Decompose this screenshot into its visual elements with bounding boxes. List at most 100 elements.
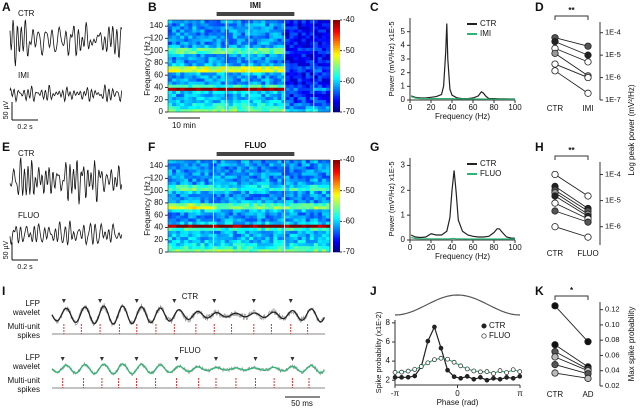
spectrogram-cell (204, 44, 209, 48)
spectrogram-cell (196, 175, 201, 179)
spectrogram-cell (285, 47, 290, 51)
spectrogram-cell (257, 206, 262, 210)
spectrogram-cell (224, 78, 230, 82)
pair-line (554, 70, 589, 94)
spectrogram-cell (176, 41, 181, 45)
spectrogram-cell (305, 38, 311, 42)
spectrogram-cell (172, 84, 177, 88)
spectrogram-cell (208, 29, 213, 33)
spectrogram-cell (172, 59, 177, 64)
spectrogram-cell (212, 26, 217, 30)
spectrogram-cell (172, 175, 177, 179)
spectrogram-cell (208, 190, 213, 195)
spectrogram-cell (249, 69, 254, 73)
spectrogram-cell (265, 23, 270, 27)
spectrogram-cell (317, 99, 323, 104)
spectrogram-cell (253, 227, 258, 231)
spectrogram-cell (184, 166, 189, 170)
spectrogram-cell (200, 87, 205, 91)
spectrogram-cell (216, 199, 221, 204)
spectrogram-cell (188, 209, 193, 213)
spectrogram-cell (196, 193, 201, 198)
spectrogram-cell (277, 163, 282, 167)
spectrogram-cell (176, 245, 181, 250)
scale-label: 50 µV (3, 240, 10, 259)
spectrogram-cell (176, 202, 181, 207)
spectrogram-cell (297, 184, 302, 188)
spectrogram-cell (317, 38, 323, 42)
spectrogram-cell (208, 102, 213, 107)
spectrogram-cell (281, 29, 286, 33)
spectrogram-cell (224, 166, 230, 170)
spectrogram-cell (200, 99, 205, 104)
spectrogram-cell (172, 230, 177, 234)
spectrogram-cell (305, 178, 311, 182)
spectrogram-cell (277, 53, 282, 58)
spectrogram-cell (249, 72, 254, 76)
spectrogram-cell (172, 212, 177, 216)
spectrogram-cell (285, 108, 290, 113)
pair-line (554, 37, 589, 47)
spectrogram-cell (249, 221, 254, 225)
spectrogram-cell (253, 29, 258, 33)
spectrogram-cell (313, 181, 319, 185)
x-axis-label: Frequency (Hz) (435, 112, 490, 121)
spectrogram-cell (224, 50, 230, 55)
spectrogram-cell (297, 166, 302, 170)
spectrogram-cell (289, 90, 294, 94)
spectrogram-cell (216, 66, 221, 70)
spectrogram-cell (220, 206, 225, 210)
spectrogram-cell (285, 99, 290, 104)
spectrogram-cell (196, 56, 201, 61)
spectrogram-cell (293, 190, 298, 195)
spectrogram-cell (249, 75, 254, 79)
spectrogram-cell (273, 187, 278, 191)
spectrogram-cell (208, 193, 213, 198)
colorbar-label: -60 (343, 76, 355, 85)
pair-dot (584, 338, 592, 346)
spectrogram-cell (236, 163, 242, 167)
spectrogram-cell (232, 105, 238, 110)
spectrogram-cell (184, 84, 189, 88)
spectrogram-cell (265, 166, 270, 170)
spectrogram-cell (305, 227, 311, 231)
spectrogram-cell (289, 227, 294, 231)
spectrogram-cell (305, 78, 311, 82)
spectrogram-cell (313, 44, 319, 48)
spectrogram-cell (321, 81, 327, 85)
spectrogram-cell (253, 53, 258, 58)
spectrogram-cell (249, 84, 254, 88)
spectrogram-cell (273, 199, 278, 204)
spectrogram-cell (273, 224, 278, 228)
spectrogram-cell (168, 38, 173, 42)
spectrogram-cell (232, 35, 238, 39)
spectrogram-cell (180, 96, 185, 101)
spectrogram-cell (261, 53, 266, 58)
spectrogram-cell (313, 47, 319, 51)
spectrogram-cell (313, 206, 319, 210)
spectrogram-cell (208, 72, 213, 76)
colorbar-cell (333, 185, 340, 188)
spectrogram-cell (204, 221, 209, 225)
spectrogram-cell (305, 209, 311, 213)
spectrogram-cell (273, 32, 278, 36)
spectrogram-cell (293, 29, 298, 33)
spectrogram-cell (321, 84, 327, 88)
spectrogram-cell (244, 41, 250, 45)
spectrogram-cell (220, 78, 225, 82)
spectrogram-cell (321, 242, 327, 247)
y-tick-label: 1 (401, 210, 406, 219)
spectrogram-cell (297, 62, 302, 67)
spectrogram-cell (321, 102, 327, 107)
spectrogram-cell (321, 75, 327, 79)
spectrogram-cell (204, 23, 209, 27)
spectrogram-cell (253, 56, 258, 61)
spectrogram-cell (240, 224, 246, 228)
spectrogram-cell (220, 90, 225, 94)
spectrogram-cell (317, 209, 323, 213)
spectrogram-cell (281, 56, 286, 61)
spectrogram-cell (168, 105, 173, 110)
spectrogram-cell (277, 215, 282, 219)
spectrogram-cell (249, 218, 254, 222)
spectrogram-cell (240, 87, 246, 91)
